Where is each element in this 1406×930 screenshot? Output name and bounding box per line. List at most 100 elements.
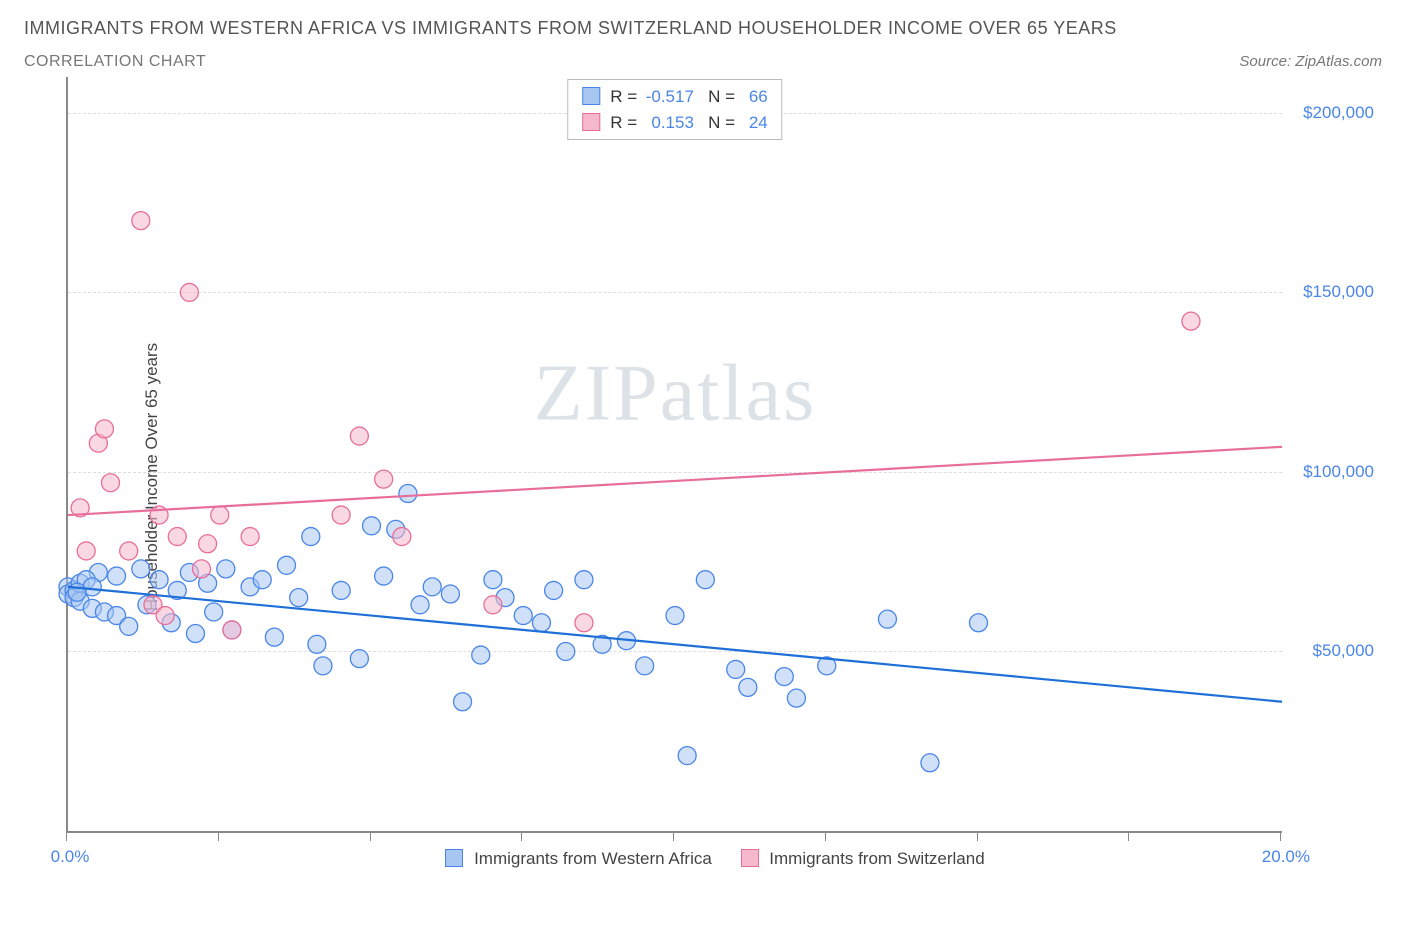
data-point — [557, 642, 575, 660]
stats-n-value: 24 — [740, 110, 768, 136]
stats-r-value: 0.153 — [642, 110, 694, 136]
legend-bottom: Immigrants from Western Africa Immigrant… — [24, 849, 1382, 869]
data-point — [95, 420, 113, 438]
data-point — [132, 560, 150, 578]
data-point — [180, 283, 198, 301]
data-point — [101, 474, 119, 492]
data-point — [223, 621, 241, 639]
data-point — [393, 528, 411, 546]
legend-swatch-0 — [445, 849, 463, 867]
data-point — [193, 560, 211, 578]
data-point — [575, 571, 593, 589]
data-point — [775, 668, 793, 686]
data-point — [441, 585, 459, 603]
data-point — [678, 747, 696, 765]
stats-swatch — [582, 113, 600, 131]
data-point — [575, 614, 593, 632]
data-point — [265, 628, 283, 646]
trend-line — [68, 587, 1282, 702]
data-point — [150, 571, 168, 589]
stats-row: R = -0.517 N = 66 — [582, 84, 767, 110]
y-tick-label: $200,000 — [1303, 103, 1374, 123]
stats-n-value: 66 — [740, 84, 768, 110]
data-point — [332, 506, 350, 524]
data-point — [484, 596, 502, 614]
data-point — [241, 528, 259, 546]
data-point — [132, 212, 150, 230]
y-tick-label: $150,000 — [1303, 282, 1374, 302]
data-point — [205, 603, 223, 621]
stats-r-label: R = — [610, 87, 642, 106]
data-point — [363, 517, 381, 535]
data-point — [514, 607, 532, 625]
data-point — [375, 470, 393, 488]
data-point — [350, 427, 368, 445]
trend-line — [68, 447, 1282, 515]
stats-row: R = 0.153 N = 24 — [582, 110, 767, 136]
data-point — [1182, 312, 1200, 330]
x-tick — [977, 833, 978, 841]
data-point — [454, 693, 472, 711]
data-point — [727, 660, 745, 678]
data-point — [472, 646, 490, 664]
plot-area: ZIPatlas R = -0.517 N = 66R = 0.153 N = … — [66, 77, 1282, 833]
data-point — [77, 542, 95, 560]
data-point — [423, 578, 441, 596]
x-tick — [66, 833, 67, 841]
data-point — [168, 528, 186, 546]
data-point — [314, 657, 332, 675]
data-point — [253, 571, 271, 589]
stats-legend-box: R = -0.517 N = 66R = 0.153 N = 24 — [567, 79, 782, 140]
data-point — [878, 610, 896, 628]
data-point — [350, 650, 368, 668]
x-tick — [673, 833, 674, 841]
data-point — [302, 528, 320, 546]
data-point — [120, 542, 138, 560]
x-tick — [1128, 833, 1129, 841]
source-prefix: Source: — [1239, 53, 1295, 70]
data-point — [666, 607, 684, 625]
data-point — [332, 581, 350, 599]
data-point — [399, 484, 417, 502]
data-point — [787, 689, 805, 707]
data-point — [636, 657, 654, 675]
data-point — [411, 596, 429, 614]
stats-r-value: -0.517 — [642, 84, 694, 110]
x-tick — [370, 833, 371, 841]
x-tick — [218, 833, 219, 841]
data-point — [921, 754, 939, 772]
data-point — [484, 571, 502, 589]
legend-label-1: Immigrants from Switzerland — [769, 849, 984, 868]
data-point — [545, 581, 563, 599]
data-point — [739, 678, 757, 696]
source-name: ZipAtlas.com — [1295, 53, 1382, 70]
data-point — [970, 614, 988, 632]
data-point — [308, 635, 326, 653]
data-point — [532, 614, 550, 632]
data-point — [290, 589, 308, 607]
source-attribution: Source: ZipAtlas.com — [1239, 53, 1382, 70]
chart-title: IMMIGRANTS FROM WESTERN AFRICA VS IMMIGR… — [24, 18, 1382, 39]
chart-svg — [68, 77, 1282, 831]
stats-swatch — [582, 87, 600, 105]
x-tick — [521, 833, 522, 841]
stats-n-label: N = — [708, 113, 740, 132]
data-point — [211, 506, 229, 524]
chart-subtitle: CORRELATION CHART — [24, 53, 206, 71]
y-tick-label: $100,000 — [1303, 462, 1374, 482]
data-point — [199, 535, 217, 553]
chart-container: Householder Income Over 65 years ZIPatla… — [24, 77, 1382, 877]
data-point — [217, 560, 235, 578]
data-point — [156, 607, 174, 625]
stats-r-label: R = — [610, 113, 642, 132]
x-tick — [1280, 833, 1281, 841]
data-point — [186, 625, 204, 643]
y-tick-label: $50,000 — [1313, 641, 1374, 661]
data-point — [120, 617, 138, 635]
data-point — [278, 556, 296, 574]
data-point — [108, 567, 126, 585]
data-point — [696, 571, 714, 589]
data-point — [375, 567, 393, 585]
legend-label-0: Immigrants from Western Africa — [474, 849, 712, 868]
legend-swatch-1 — [741, 849, 759, 867]
